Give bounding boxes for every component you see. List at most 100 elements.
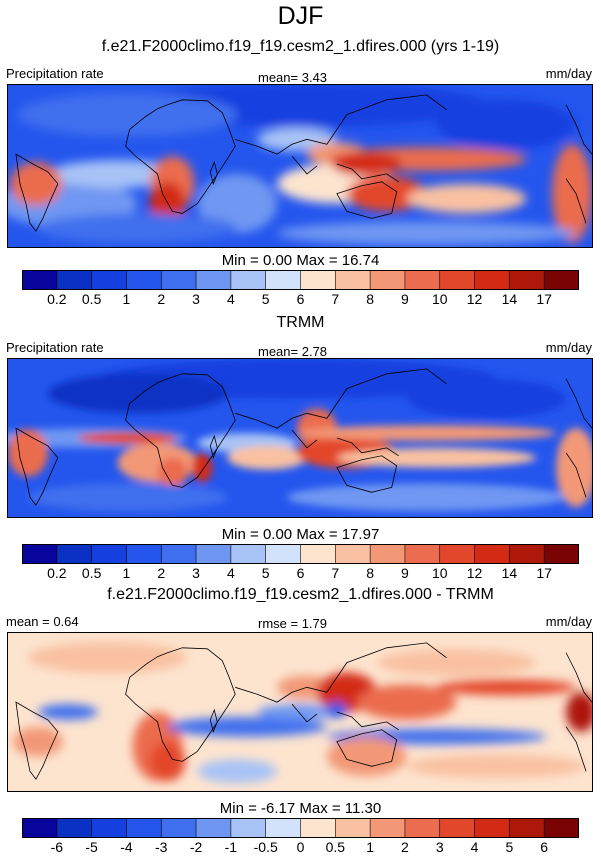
page-title: DJF bbox=[277, 2, 324, 30]
panel-3-center-label: rmse = 1.79 bbox=[258, 616, 328, 631]
panel-3-minmax: Min = -6.17 Max = 11.30 bbox=[219, 800, 382, 817]
colorbar-tick-label: 0.2 bbox=[47, 565, 67, 581]
colorbar-tick-label: 14 bbox=[501, 565, 518, 581]
panel-2-center-label: mean= 2.78 bbox=[258, 344, 328, 359]
colorbar-tick-label: 1 bbox=[122, 565, 131, 581]
panel-2-map bbox=[7, 358, 593, 518]
colorbar-tick-label: 8 bbox=[366, 565, 375, 581]
colorbar-tick-label: 7 bbox=[331, 291, 340, 307]
colorbar-tick-label: 4 bbox=[226, 291, 235, 307]
colorbar-tick-label: 6 bbox=[296, 291, 305, 307]
colorbar-tick-label: 2 bbox=[157, 291, 166, 307]
colorbar-segment bbox=[230, 818, 266, 838]
colorbar-tick-label: 3 bbox=[192, 291, 200, 307]
colorbar-segment bbox=[161, 270, 197, 290]
colorbar-segment bbox=[370, 544, 406, 564]
panel-1-map bbox=[7, 84, 593, 248]
colorbar-tick-label: 0.5 bbox=[81, 565, 102, 581]
colorbar-tick-label: 17 bbox=[536, 291, 552, 307]
panel-1-minmax: Min = 0.00 Max = 16.74 bbox=[221, 252, 380, 269]
colorbar-tick-label: 3 bbox=[435, 839, 444, 855]
colorbar-segment bbox=[22, 544, 58, 564]
colorbar-tick-label: -1 bbox=[224, 839, 238, 855]
colorbar-segment bbox=[335, 270, 371, 290]
colorbar-segment bbox=[56, 818, 92, 838]
colorbar-segment bbox=[265, 544, 301, 564]
colorbar-tick-label: 10 bbox=[431, 565, 448, 581]
colorbar-segment bbox=[439, 818, 475, 838]
colorbar-segment bbox=[265, 270, 301, 290]
colorbar-segment bbox=[22, 270, 58, 290]
colorbar-segment bbox=[126, 544, 162, 564]
colorbar-frame bbox=[22, 818, 579, 838]
colorbar-tick-label: 9 bbox=[401, 565, 409, 581]
colorbar-tick-label: 0.5 bbox=[81, 291, 102, 307]
colorbar-tick-label: 14 bbox=[501, 291, 518, 307]
colorbar-tick-label: -2 bbox=[189, 839, 203, 855]
colorbar-frame bbox=[22, 270, 579, 290]
colorbar-tick-label: 5 bbox=[261, 565, 270, 581]
colorbar-segment bbox=[509, 818, 545, 838]
panel-3-title: f.e21.F2000climo.f19_f19.cesm2_1.dfires.… bbox=[107, 586, 494, 603]
panel-1-units: mm/day bbox=[545, 66, 592, 81]
colorbar-tick-label: 0.2 bbox=[47, 291, 67, 307]
colorbar-tick-label: 4 bbox=[470, 839, 479, 855]
panel-3-colorbar bbox=[22, 818, 579, 838]
panel-3-units: mm/day bbox=[545, 614, 592, 629]
panel-1-title: f.e21.F2000climo.f19_f19.cesm2_1.dfires.… bbox=[101, 38, 500, 55]
colorbar-segment bbox=[91, 270, 127, 290]
colorbar-tick-label: 5 bbox=[505, 839, 514, 855]
colorbar-tick-label: 0 bbox=[296, 839, 305, 855]
colorbar-segment bbox=[404, 544, 441, 564]
colorbar-segment bbox=[544, 544, 579, 564]
colorbar-segment bbox=[474, 818, 510, 838]
colorbar-segment bbox=[56, 544, 92, 564]
panel-2-minmax: Min = 0.00 Max = 17.97 bbox=[221, 526, 380, 543]
colorbar-tick-label: -0.5 bbox=[253, 839, 278, 855]
colorbar-segment bbox=[544, 270, 579, 290]
colorbar-segment bbox=[404, 270, 441, 290]
colorbar-tick-label: 1 bbox=[122, 291, 131, 307]
panel-1-colorbar bbox=[22, 270, 579, 290]
colorbar-tick-label: 6 bbox=[540, 839, 549, 855]
colorbar-tick-label: 4 bbox=[226, 565, 235, 581]
colorbar-frame bbox=[22, 544, 579, 564]
colorbar-tick-label: 2 bbox=[157, 565, 166, 581]
colorbar-tick-label: 2 bbox=[401, 839, 409, 855]
colorbar-segment bbox=[544, 818, 579, 838]
colorbar-segment bbox=[335, 818, 371, 838]
panel-2-units: mm/day bbox=[545, 340, 592, 355]
colorbar-tick-label: 0.5 bbox=[325, 839, 346, 855]
colorbar-segment bbox=[300, 544, 336, 564]
colorbar-tick-label: 9 bbox=[401, 291, 409, 307]
colorbar-tick-label: 3 bbox=[192, 565, 200, 581]
colorbar-tick-label: 7 bbox=[331, 565, 340, 581]
colorbar-tick-label: -3 bbox=[155, 839, 168, 855]
panel-2-title: TRMM bbox=[276, 314, 325, 331]
colorbar-segment bbox=[230, 544, 266, 564]
colorbar-segment bbox=[335, 544, 371, 564]
colorbar-segment bbox=[370, 270, 406, 290]
colorbar-segment bbox=[196, 818, 232, 838]
colorbar-tick-label: -5 bbox=[85, 839, 98, 855]
colorbar-segment bbox=[126, 270, 162, 290]
colorbar-segment bbox=[439, 270, 475, 290]
colorbar-segment bbox=[56, 270, 92, 290]
panel-3-left-label: mean = 0.64 bbox=[6, 614, 79, 629]
colorbar-segment bbox=[404, 818, 441, 838]
panel-2-colorbar bbox=[22, 544, 579, 564]
colorbar-tick-label: -4 bbox=[120, 839, 133, 855]
colorbar-segment bbox=[300, 270, 336, 290]
colorbar-segment bbox=[474, 544, 510, 564]
panel-2-left-label: Precipitation rate bbox=[6, 340, 104, 355]
colorbar-tick-label: 12 bbox=[466, 565, 483, 581]
colorbar-tick-label: 12 bbox=[466, 291, 483, 307]
colorbar-tick-label: 10 bbox=[431, 291, 448, 307]
colorbar-tick-label: 17 bbox=[536, 565, 552, 581]
colorbar-tick-label: 5 bbox=[261, 291, 270, 307]
colorbar-segment bbox=[196, 270, 232, 290]
panel-1-left-label: Precipitation rate bbox=[6, 66, 104, 81]
colorbar-tick-label: -6 bbox=[50, 839, 64, 855]
panel-1-center-label: mean= 3.43 bbox=[258, 70, 328, 85]
colorbar-segment bbox=[196, 544, 232, 564]
